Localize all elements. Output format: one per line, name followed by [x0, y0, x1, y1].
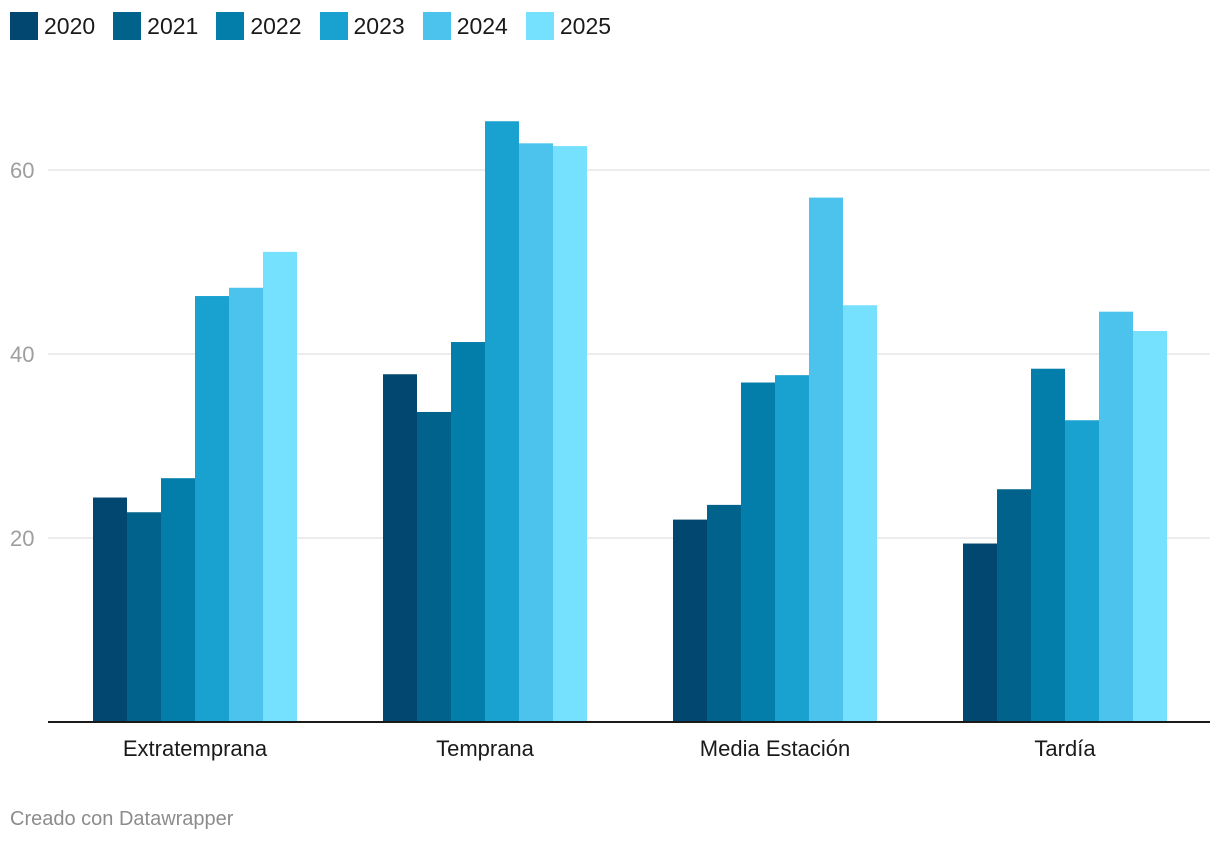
bar-2023-2 [775, 375, 809, 722]
bar-2020-2 [673, 519, 707, 722]
x-category-label: Tardía [1034, 736, 1096, 761]
bar-2021-3 [997, 489, 1031, 722]
legend-label: 2022 [250, 13, 302, 39]
bars [93, 121, 1167, 723]
y-tick-label: 60 [10, 158, 34, 183]
legend-item-2024: 2024 [422, 12, 508, 40]
bar-2020-3 [963, 543, 997, 722]
bar-2022-3 [1031, 368, 1065, 722]
x-category-label: Extratemprana [123, 736, 268, 761]
bar-2022-2 [741, 382, 775, 722]
bar-2025-0 [263, 251, 297, 722]
legend-swatch [216, 12, 245, 40]
bar-2023-3 [1065, 420, 1099, 722]
bar-2022-0 [161, 478, 195, 722]
legend-label: 2024 [456, 13, 508, 39]
legend-item-2025: 2025 [525, 12, 612, 40]
legend-label: 2021 [147, 13, 199, 39]
bar-2025-3 [1133, 331, 1167, 722]
x-category-label: Temprana [436, 736, 535, 761]
bar-2025-2 [843, 305, 877, 722]
y-tick-label: 40 [10, 342, 34, 367]
legend-item-2023: 2023 [319, 12, 405, 40]
bar-2020-1 [383, 374, 417, 722]
bar-2024-1 [519, 143, 553, 722]
bar-2021-0 [127, 512, 161, 722]
legend-label: 2025 [559, 13, 612, 39]
legend-swatch [113, 12, 142, 40]
bar-2021-2 [707, 504, 741, 722]
bar-2023-0 [195, 296, 229, 722]
bar-2020-0 [93, 497, 127, 722]
bar-2024-0 [229, 287, 263, 722]
legend-item-2022: 2022 [216, 12, 302, 40]
legend-swatch [10, 12, 38, 40]
x-axis-labels: Extratemprana Temprana Media Estación Tardí… [123, 736, 1096, 761]
chart-legend: 2020 2021 2022 2023 2024 2025 [10, 12, 629, 40]
bar-2025-1 [553, 146, 587, 722]
legend-label: 2023 [353, 13, 405, 39]
x-category-label: Media Estación [700, 736, 850, 761]
legend-item-2020: 2020 [10, 12, 95, 40]
legend-item-2021: 2021 [113, 12, 198, 40]
legend-swatch [422, 12, 451, 40]
legend-label: 2020 [44, 13, 96, 39]
legend-swatch [525, 12, 554, 40]
y-axis-labels: 20 40 60 [10, 158, 34, 551]
bar-2024-2 [809, 197, 843, 723]
bar-2024-3 [1099, 311, 1133, 722]
credit-text: Creado con Datawrapper [10, 808, 234, 830]
legend-swatch [319, 12, 348, 40]
bar-2023-1 [485, 121, 519, 723]
y-tick-label: 20 [10, 526, 34, 551]
bar-2021-1 [417, 411, 451, 722]
bar-2022-1 [451, 342, 485, 722]
